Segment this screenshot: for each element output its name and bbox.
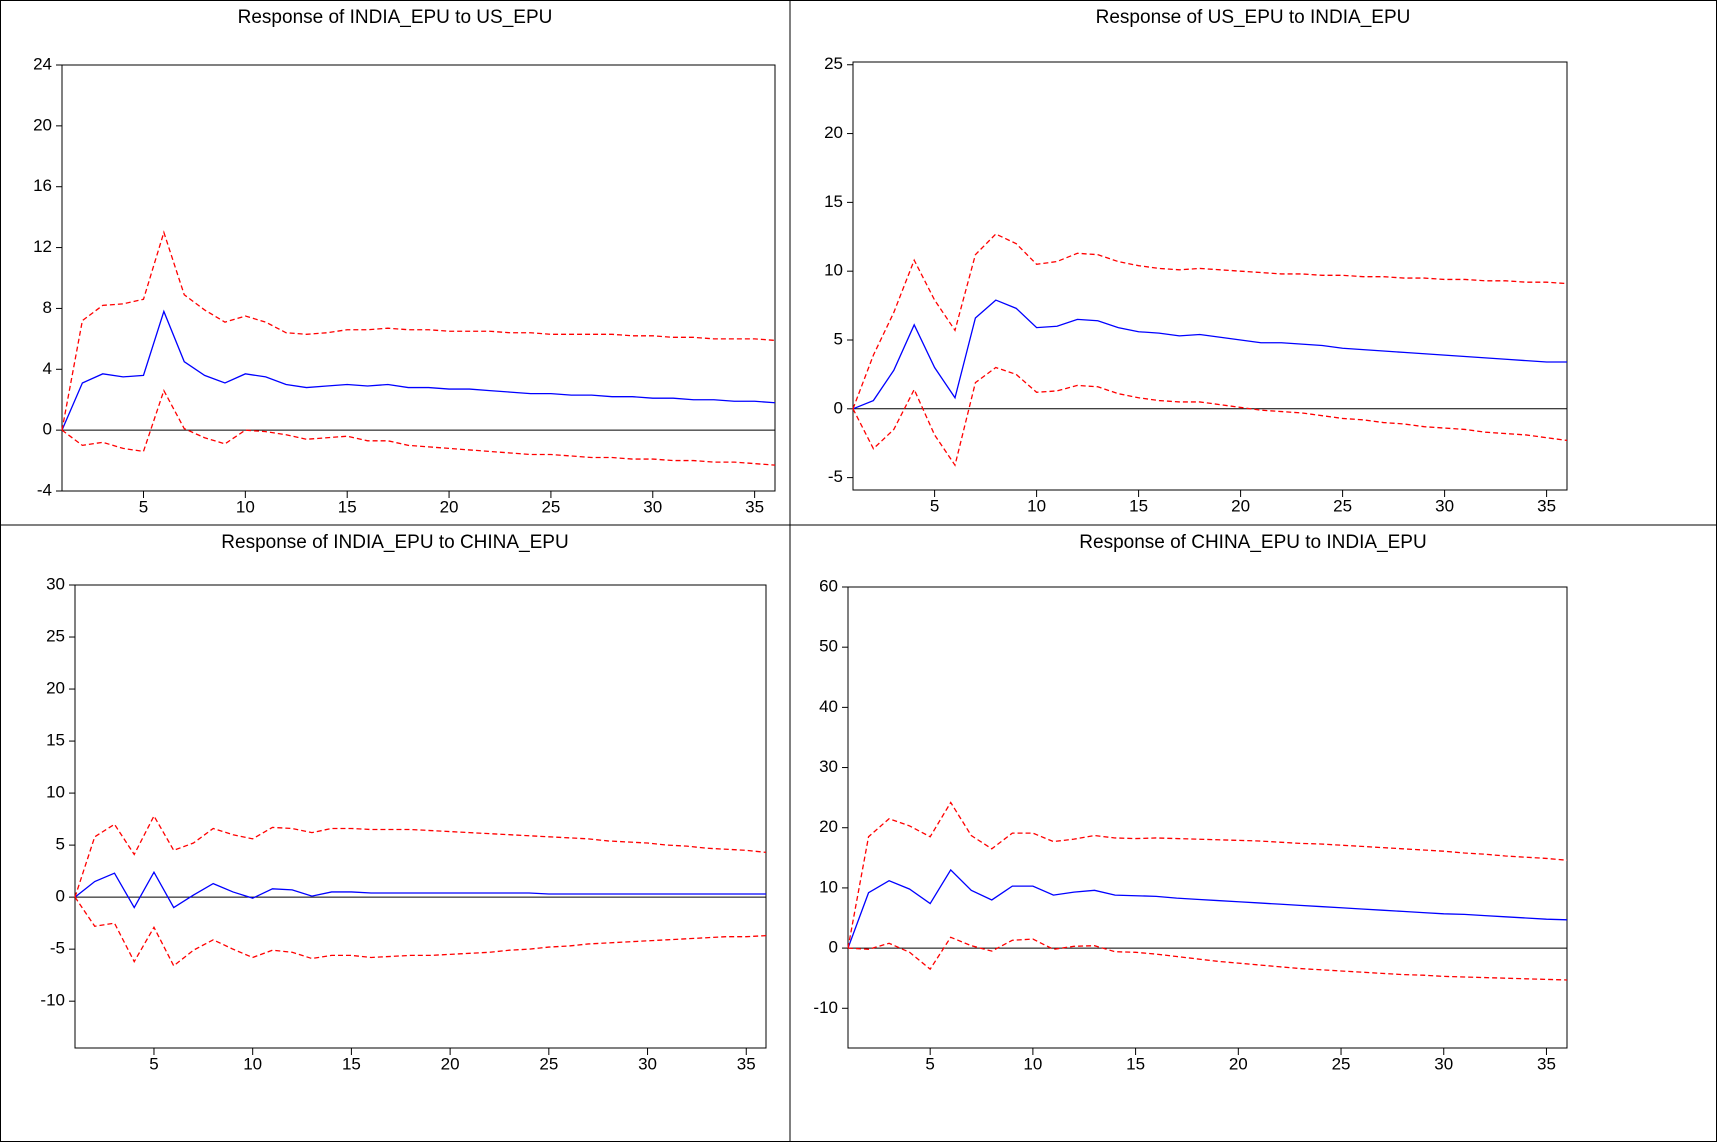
y-tick-label: -10: [813, 998, 838, 1017]
y-tick-label: -5: [828, 467, 843, 486]
x-tick-label: 10: [236, 497, 255, 516]
x-tick-label: 5: [149, 1054, 158, 1073]
y-tick-label: 20: [33, 115, 52, 134]
response-line: [61, 388, 776, 466]
x-tick-label: 20: [440, 497, 459, 516]
x-tick-label: 5: [139, 497, 148, 516]
x-tick-label: 5: [930, 496, 939, 515]
y-tick-label: -5: [50, 939, 65, 958]
y-tick-label: -4: [37, 480, 52, 499]
x-tick-label: 30: [1435, 496, 1454, 515]
panel: Response of US_EPU to INDIA_EPU -5 0 5 10 15 2…: [824, 7, 1568, 515]
plot-frame: [74, 584, 767, 1049]
y-tick-label: 0: [829, 938, 838, 957]
x-tick-label: 10: [1027, 496, 1046, 515]
y-tick-label: 25: [46, 627, 65, 646]
x-tick-label: 5: [925, 1054, 934, 1073]
y-tick-label: 24: [33, 54, 52, 73]
y-tick-label: 5: [56, 835, 65, 854]
y-tick-label: 50: [819, 637, 838, 656]
y-tick-label: 30: [46, 574, 65, 593]
x-tick-label: 35: [737, 1054, 756, 1073]
y-tick-label: 15: [46, 731, 65, 750]
x-tick-label: 20: [1231, 496, 1250, 515]
response-line: [61, 309, 776, 431]
y-tick-label: 16: [33, 176, 52, 195]
response-line: [852, 366, 1568, 467]
y-tick-label: 20: [46, 679, 65, 698]
y-tick-label: 10: [819, 877, 838, 896]
plot-frame: [852, 61, 1568, 491]
x-tick-label: 25: [1332, 1054, 1351, 1073]
x-tick-label: 30: [638, 1054, 657, 1073]
panel: Response of CHINA_EPU to INDIA_EPU -10 0 10…: [813, 532, 1568, 1073]
x-tick-label: 10: [243, 1054, 262, 1073]
panel: Response of INDIA_EPU to US_EPU -4 0 4 8 12 16…: [33, 7, 776, 516]
x-tick-label: 25: [1333, 496, 1352, 515]
response-line: [852, 233, 1568, 410]
y-tick-label: 0: [56, 887, 65, 906]
x-tick-label: 15: [338, 497, 357, 516]
x-tick-label: 25: [541, 497, 560, 516]
response-line: [74, 896, 767, 967]
panel: Response of INDIA_EPU to CHINA_EPU -10 -5 0…: [40, 532, 767, 1073]
response-line: [852, 299, 1567, 410]
y-tick-label: 25: [824, 54, 843, 73]
y-tick-label: 5: [834, 329, 843, 348]
plot-frame: [61, 64, 776, 492]
x-tick-label: 25: [539, 1054, 558, 1073]
x-tick-label: 30: [643, 497, 662, 516]
y-tick-label: 40: [819, 697, 838, 716]
y-tick-label: 8: [43, 298, 52, 317]
panel-title: Response of INDIA_EPU to CHINA_EPU: [221, 532, 568, 553]
response-line: [847, 868, 1568, 949]
y-tick-label: 15: [824, 192, 843, 211]
x-tick-label: 15: [342, 1054, 361, 1073]
plot-frame: [847, 586, 1568, 1049]
x-tick-label: 20: [1229, 1054, 1248, 1073]
y-tick-label: -10: [40, 991, 65, 1010]
panel-title: Response of CHINA_EPU to INDIA_EPU: [1079, 532, 1426, 553]
y-tick-label: 12: [33, 237, 52, 256]
response-line: [847, 801, 1568, 949]
y-tick-label: 4: [43, 359, 52, 378]
response-line: [847, 936, 1568, 981]
x-tick-label: 10: [1023, 1054, 1042, 1073]
y-tick-label: 10: [824, 261, 843, 280]
x-tick-label: 15: [1126, 1054, 1145, 1073]
x-tick-label: 30: [1434, 1054, 1453, 1073]
x-tick-label: 20: [441, 1054, 460, 1073]
x-tick-label: 35: [1537, 496, 1556, 515]
y-tick-label: 0: [43, 420, 52, 439]
response-line: [74, 870, 766, 909]
y-tick-label: 20: [824, 123, 843, 142]
panel-title: Response of INDIA_EPU to US_EPU: [238, 7, 553, 28]
y-tick-label: 10: [46, 783, 65, 802]
y-tick-label: 20: [819, 817, 838, 836]
x-tick-label: 15: [1129, 496, 1148, 515]
y-tick-label: 60: [819, 576, 838, 595]
response-line: [74, 814, 767, 898]
response-line: [61, 230, 776, 431]
x-tick-label: 35: [1537, 1054, 1556, 1073]
y-tick-label: 30: [819, 757, 838, 776]
panel-title: Response of US_EPU to INDIA_EPU: [1096, 7, 1411, 28]
y-tick-label: 0: [834, 398, 843, 417]
x-tick-label: 35: [745, 497, 764, 516]
